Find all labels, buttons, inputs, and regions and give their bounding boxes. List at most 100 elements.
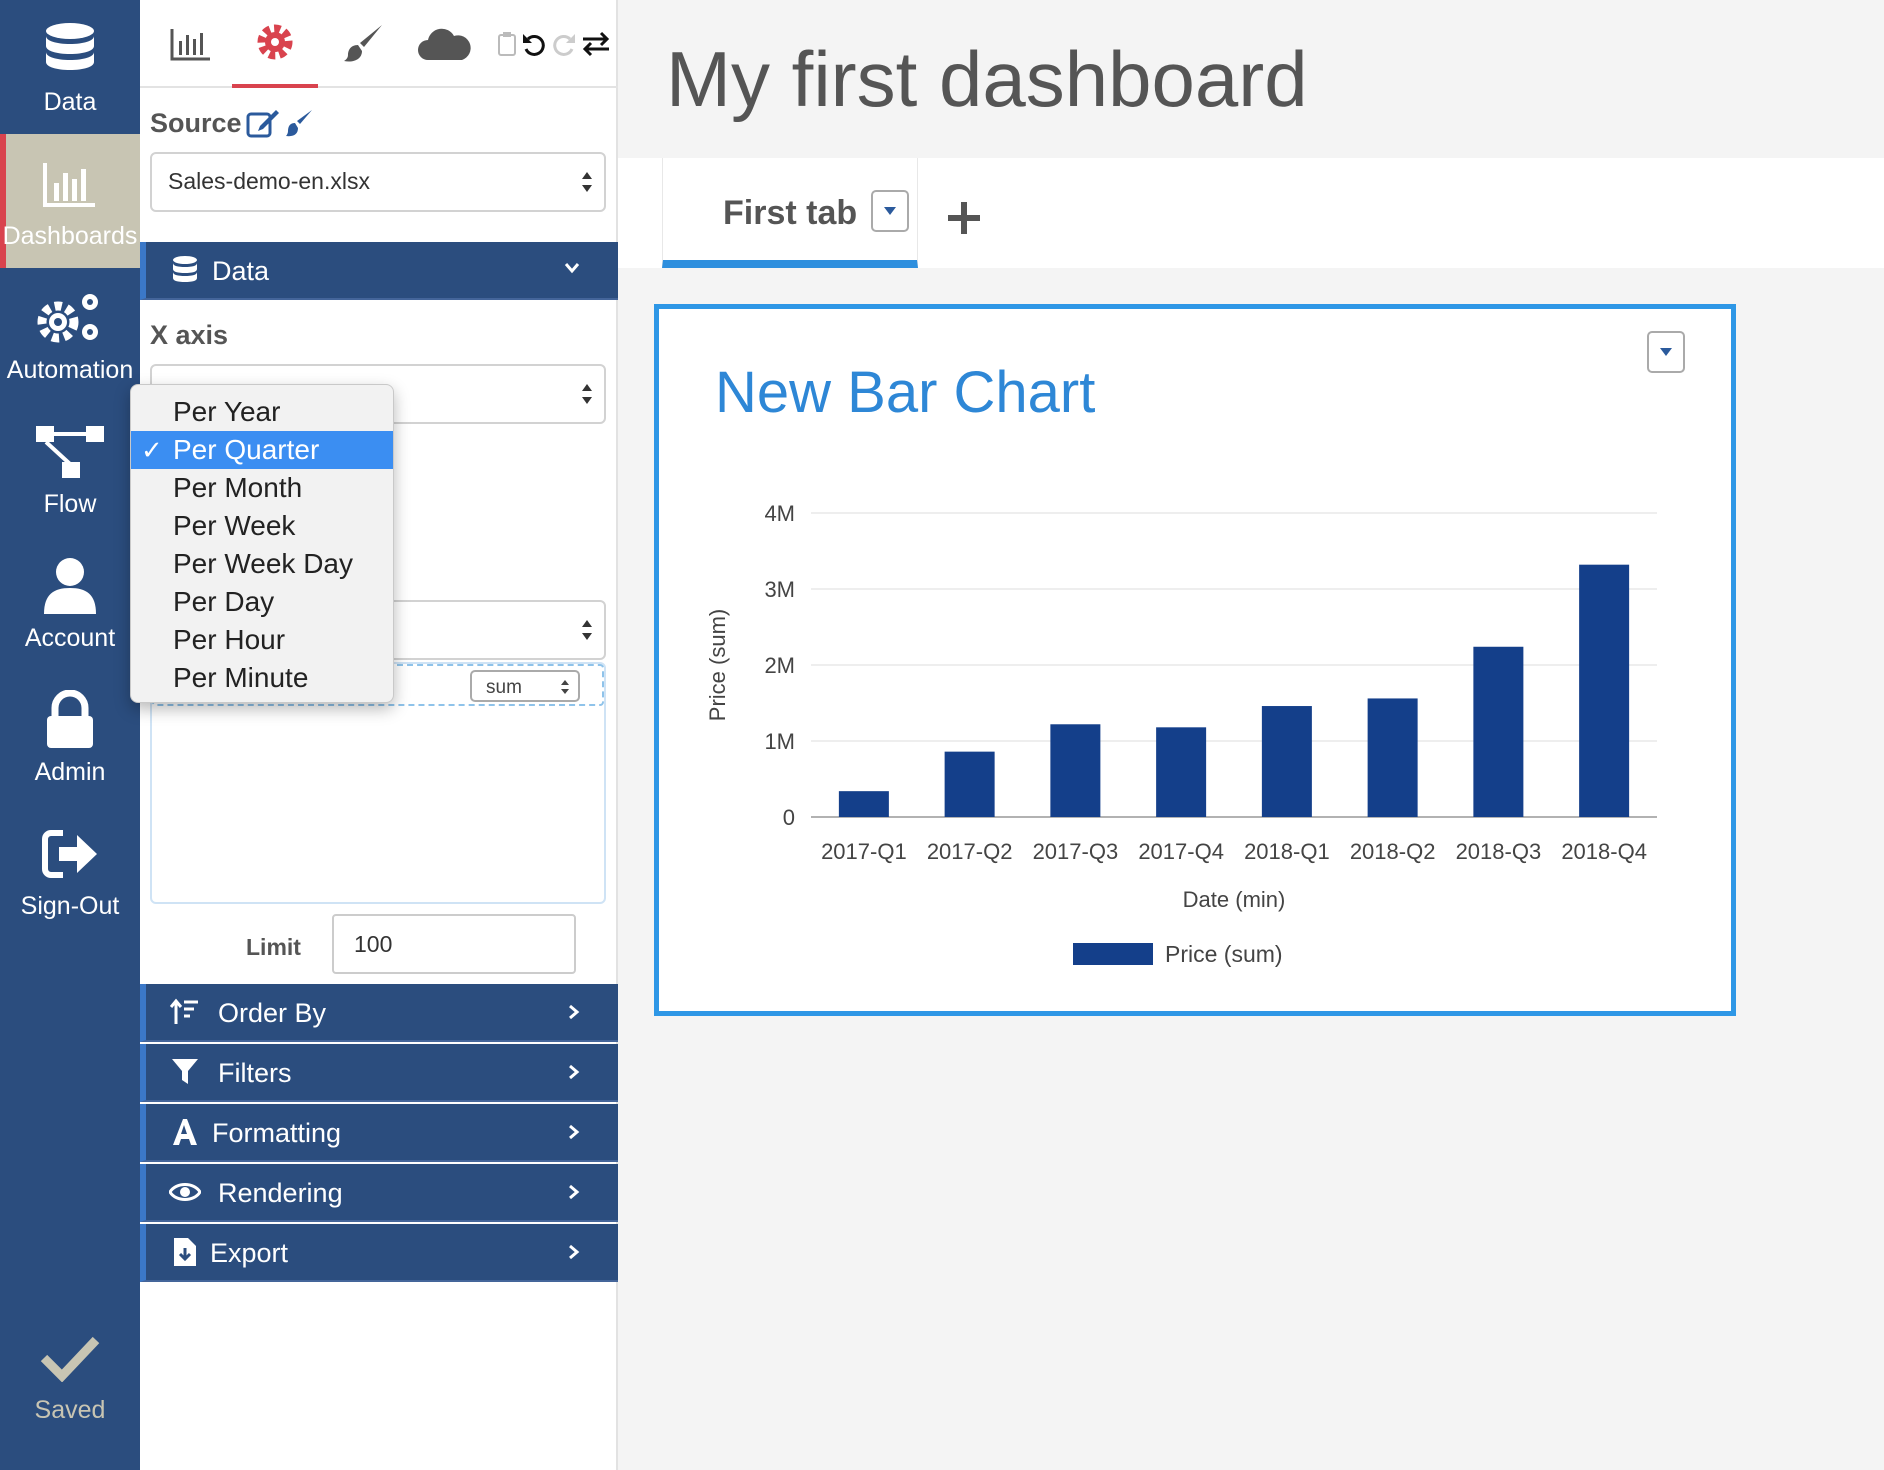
nav-item-admin[interactable]: Admin — [0, 670, 140, 804]
bar — [1367, 698, 1418, 817]
add-tab-button[interactable] — [944, 198, 984, 238]
config-panel: Source Sales-demo-en.xlsx Data X axis su… — [140, 0, 618, 1470]
chevron-down-icon — [564, 263, 580, 274]
nav-item-account[interactable]: Account — [0, 536, 140, 670]
y-tick-label: 2M — [764, 653, 795, 678]
bar — [1156, 727, 1207, 817]
nav-item-dashboards[interactable]: Dashboards — [0, 134, 140, 268]
edit-icon[interactable] — [246, 108, 280, 138]
y-tick-label: 1M — [764, 729, 795, 754]
settings-tab-button[interactable] — [232, 0, 318, 88]
dropdown-option-selected[interactable]: ✓ Per Quarter — [131, 431, 393, 469]
brush-icon — [344, 25, 382, 62]
accordion-rendering[interactable]: Rendering — [140, 1164, 618, 1222]
x-tick-label: 2017-Q4 — [1138, 839, 1224, 864]
select-arrows-icon — [582, 620, 592, 640]
chevron-right-icon — [569, 1244, 580, 1260]
tab-first[interactable]: First tab — [662, 158, 918, 268]
chart-menu-button[interactable] — [1647, 331, 1685, 373]
chart-icon — [170, 29, 210, 61]
select-arrows-icon — [582, 172, 592, 192]
nav-label: Account — [24, 624, 116, 652]
cloud-icon — [418, 28, 471, 60]
dropdown-option[interactable]: Per Hour — [173, 624, 286, 655]
dropdown-option[interactable]: Per Minute — [173, 662, 309, 693]
y-axis-label: Price (sum) — [705, 609, 730, 721]
limit-input[interactable] — [332, 914, 576, 974]
dropdown-option[interactable]: Per Week Day — [173, 548, 353, 579]
chevron-right-icon — [569, 1124, 580, 1140]
database-icon — [0, 18, 140, 82]
flow-icon — [0, 420, 140, 484]
brush-icon[interactable] — [286, 108, 314, 138]
nav-label: Automation — [6, 356, 134, 384]
bar-chart-icon — [0, 152, 140, 216]
bar — [1579, 564, 1630, 817]
saved-indicator: Saved — [0, 1320, 140, 1460]
bar-chart: 0 1M 2M 3M 4M 2017-Q1 2017-Q2 2017-Q3 2017-Q4 201… — [705, 501, 1657, 967]
tab-menu-button[interactable] — [871, 190, 909, 232]
gear-icon — [257, 24, 293, 60]
x-tick-label: 2018-Q1 — [1244, 839, 1330, 864]
chevron-right-icon — [569, 1004, 580, 1020]
dropdown-option[interactable]: Per Month — [173, 472, 303, 503]
select-arrows-icon — [582, 384, 592, 404]
filter-icon — [168, 1055, 202, 1089]
gears-icon — [0, 286, 140, 350]
x-tick-label: 2017-Q2 — [927, 839, 1013, 864]
x-axis-label: X axis — [150, 320, 229, 350]
nav-label: Sign-Out — [20, 892, 120, 920]
nav-item-data[interactable]: Data — [0, 0, 140, 134]
select-arrows-icon — [561, 680, 569, 694]
chart-tab-button[interactable] — [158, 0, 224, 88]
caret-down-icon — [1660, 348, 1672, 356]
main-nav: Data Dashboards Automation Flow Account … — [0, 0, 140, 1470]
x-axis-dropdown-menu: Per Year ✓ Per Quarter Per Month Per Week… — [130, 384, 394, 703]
chart-card[interactable]: New Bar Chart 0 1M 2M 3M 4M 2017-Q1 2017-Q2 201… — [654, 304, 1736, 1016]
accordion-formatting[interactable]: Formatting — [140, 1104, 618, 1162]
limit-label: Limit — [246, 934, 301, 960]
swap-button[interactable] — [580, 0, 612, 88]
x-tick-label: 2017-Q3 — [1033, 839, 1119, 864]
nav-label: Admin — [34, 758, 106, 786]
style-tab-button[interactable] — [330, 0, 396, 88]
redo-button[interactable] — [550, 0, 578, 88]
bar — [1261, 706, 1312, 817]
nav-label: Data — [43, 88, 97, 116]
x-tick-label: 2018-Q3 — [1456, 839, 1542, 864]
nav-item-sign-out[interactable]: Sign-Out — [0, 804, 140, 938]
sort-icon — [168, 995, 202, 1029]
check-icon — [40, 1336, 100, 1382]
check-icon: ✓ — [141, 435, 163, 465]
x-axis-label: Date (min) — [1183, 887, 1286, 912]
accordion-filters[interactable]: Filters — [140, 1044, 618, 1102]
dropdown-option[interactable]: Per Week — [173, 510, 296, 541]
page-title: My first dashboard — [666, 35, 1308, 123]
bar — [1473, 646, 1524, 817]
aggregation-select[interactable]: sum — [470, 670, 580, 702]
panel-toolbar — [140, 0, 618, 88]
nav-label: Dashboards — [2, 222, 138, 250]
accordion-order-by[interactable]: Order By — [140, 984, 618, 1042]
bar — [1050, 724, 1101, 817]
chevron-right-icon — [569, 1184, 580, 1200]
x-tick-label: 2017-Q1 — [821, 839, 907, 864]
accordion-data[interactable]: Data — [140, 242, 618, 300]
sign-out-icon — [0, 822, 140, 886]
source-select[interactable]: Sales-demo-en.xlsx — [150, 152, 606, 212]
saved-label: Saved — [34, 1396, 106, 1424]
cloud-tab-button[interactable] — [406, 0, 482, 88]
undo-button[interactable] — [520, 0, 548, 88]
swap-icon — [582, 31, 610, 57]
x-tick-label: 2018-Q4 — [1561, 839, 1647, 864]
nav-item-automation[interactable]: Automation — [0, 268, 140, 402]
paste-button[interactable] — [496, 0, 518, 88]
accordion-export[interactable]: Export — [140, 1224, 618, 1282]
dropdown-option[interactable]: Per Day — [173, 586, 275, 617]
undo-icon — [523, 34, 545, 56]
user-icon — [0, 554, 140, 618]
nav-item-flow[interactable]: Flow — [0, 402, 140, 536]
chart-title: New Bar Chart — [715, 360, 1096, 425]
clipboard-icon — [498, 32, 516, 56]
dropdown-option[interactable]: Per Year — [173, 396, 281, 427]
